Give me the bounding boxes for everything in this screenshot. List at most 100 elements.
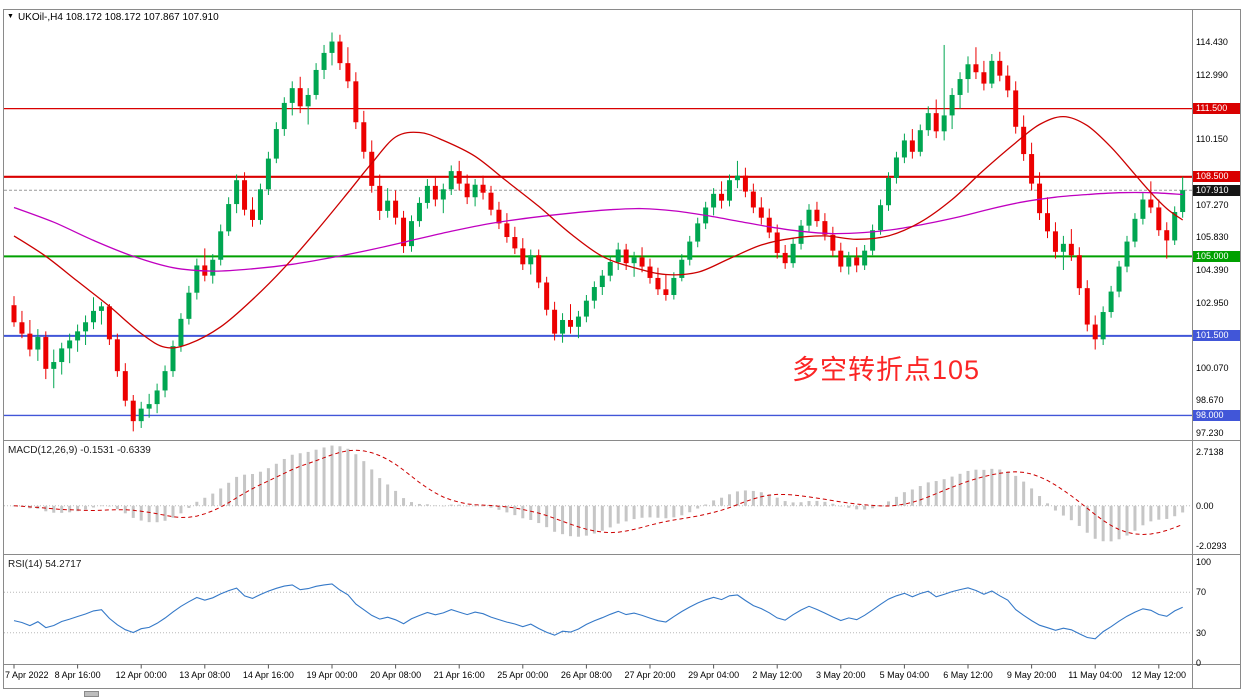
candle-body — [377, 185, 383, 211]
candle-body — [727, 180, 732, 201]
macd-histogram-bar — [894, 496, 898, 506]
macd-histogram-bar — [410, 502, 413, 506]
macd-histogram-bar — [656, 505, 660, 518]
macd-histogram-bar — [680, 505, 684, 516]
price-axis-tag: 105.000 — [1193, 250, 1240, 262]
macd-histogram-bar — [1125, 505, 1129, 536]
macd-histogram-bar — [386, 484, 390, 506]
macd-histogram-bar — [298, 453, 302, 506]
candle-body — [432, 185, 438, 200]
time-axis-label: 12 May 12:00 — [1131, 670, 1187, 680]
macd-histogram-bar — [767, 494, 771, 506]
candle-body — [194, 265, 200, 293]
candle-body — [1180, 190, 1186, 213]
candle-body — [989, 60, 995, 84]
macd-histogram-bar — [712, 500, 716, 506]
time-axis-label: 7 Apr 2022 — [5, 670, 49, 680]
candle-body — [472, 184, 478, 198]
candle-body — [552, 309, 558, 334]
candle-body — [1021, 126, 1027, 155]
candle-body — [393, 200, 399, 218]
macd-histogram-bar — [68, 505, 72, 513]
candle-body — [933, 113, 939, 132]
macd-histogram-bar — [648, 505, 652, 518]
macd-histogram-bar — [982, 469, 986, 506]
candle-body — [1076, 255, 1082, 289]
candle-body — [19, 322, 25, 334]
macd-histogram-bar — [990, 468, 994, 506]
candle-body — [758, 207, 764, 218]
candle-body — [679, 259, 685, 278]
macd-histogram-bar — [449, 504, 453, 506]
macd-histogram-bar — [457, 504, 461, 506]
macd-histogram-bar — [1101, 505, 1105, 542]
macd-histogram-bar — [163, 505, 167, 521]
macd-histogram-bar — [529, 505, 533, 520]
candle-body — [1084, 288, 1090, 325]
macd-histogram-bar — [624, 505, 628, 522]
candle-body — [846, 257, 852, 267]
candle-body — [1052, 231, 1058, 252]
candle-body — [1124, 241, 1130, 267]
h-scrollbar-thumb[interactable] — [84, 691, 99, 697]
macd-histogram-bar — [1085, 505, 1089, 533]
candle-body — [965, 64, 971, 80]
chart-text-annotation[interactable]: 多空转折点105 — [792, 355, 981, 385]
macd-histogram-bar — [378, 478, 382, 506]
candle-body — [1140, 199, 1146, 219]
macd-histogram-bar — [60, 505, 64, 513]
macd-value-main: -0.1531 — [80, 445, 115, 456]
candle-body — [67, 340, 73, 349]
macd-histogram-bar — [855, 505, 859, 510]
candle-body — [893, 157, 899, 178]
macd-histogram-bar — [115, 505, 119, 510]
macd-histogram-bar — [871, 505, 875, 509]
macd-histogram-bar — [704, 504, 708, 506]
candle-body — [782, 252, 788, 264]
time-axis-label: 11 May 04:00 — [1068, 670, 1123, 680]
macd-histogram-bar — [887, 501, 890, 506]
candle-body — [234, 180, 240, 205]
macd-histogram-bar — [465, 505, 469, 507]
candle-body — [949, 94, 955, 116]
candle-body — [1037, 183, 1043, 214]
time-axis-label: 19 Apr 00:00 — [306, 670, 358, 680]
candle-body — [886, 177, 891, 206]
candle-body — [1029, 154, 1035, 184]
macd-histogram-bar — [672, 505, 676, 518]
candle-body — [464, 183, 470, 198]
rsi-axis-label: 100 — [1196, 557, 1212, 567]
macd-histogram-bar — [147, 505, 151, 523]
macd-histogram-bar — [640, 505, 644, 518]
candle-body — [997, 60, 1003, 76]
macd-histogram-bar — [330, 445, 334, 506]
macd-histogram-bar — [394, 490, 398, 506]
candle-body — [409, 221, 414, 247]
chart-menu-triangle-icon[interactable]: ▼ — [7, 13, 14, 20]
macd-histogram-bar — [92, 505, 95, 508]
candle-body — [440, 189, 446, 200]
macd-histogram-bar — [497, 505, 501, 510]
candle-body — [575, 316, 581, 327]
macd-histogram-bar — [1149, 505, 1153, 522]
candle-body — [639, 257, 645, 267]
candle-body — [98, 306, 104, 311]
macd-histogram-bar — [362, 461, 366, 506]
macd-histogram-bar — [513, 505, 517, 516]
ma-fast-line — [13, 115, 1184, 349]
macd-histogram-bar — [576, 505, 580, 537]
macd-histogram-bar — [553, 505, 557, 532]
macd-histogram-bar — [958, 473, 962, 506]
rsi-line — [13, 583, 1183, 640]
candle-body — [695, 223, 701, 242]
time-axis-label: 13 Apr 08:00 — [179, 670, 231, 680]
candle-body — [901, 140, 907, 158]
rsi-label-name: RSI(14) — [8, 559, 43, 570]
candle-body — [496, 209, 502, 224]
macd-histogram-bar — [473, 505, 477, 507]
price-axis-label: 107.270 — [1196, 199, 1229, 210]
candle-body — [560, 319, 566, 334]
time-axis-label: 29 Apr 04:00 — [688, 670, 740, 680]
